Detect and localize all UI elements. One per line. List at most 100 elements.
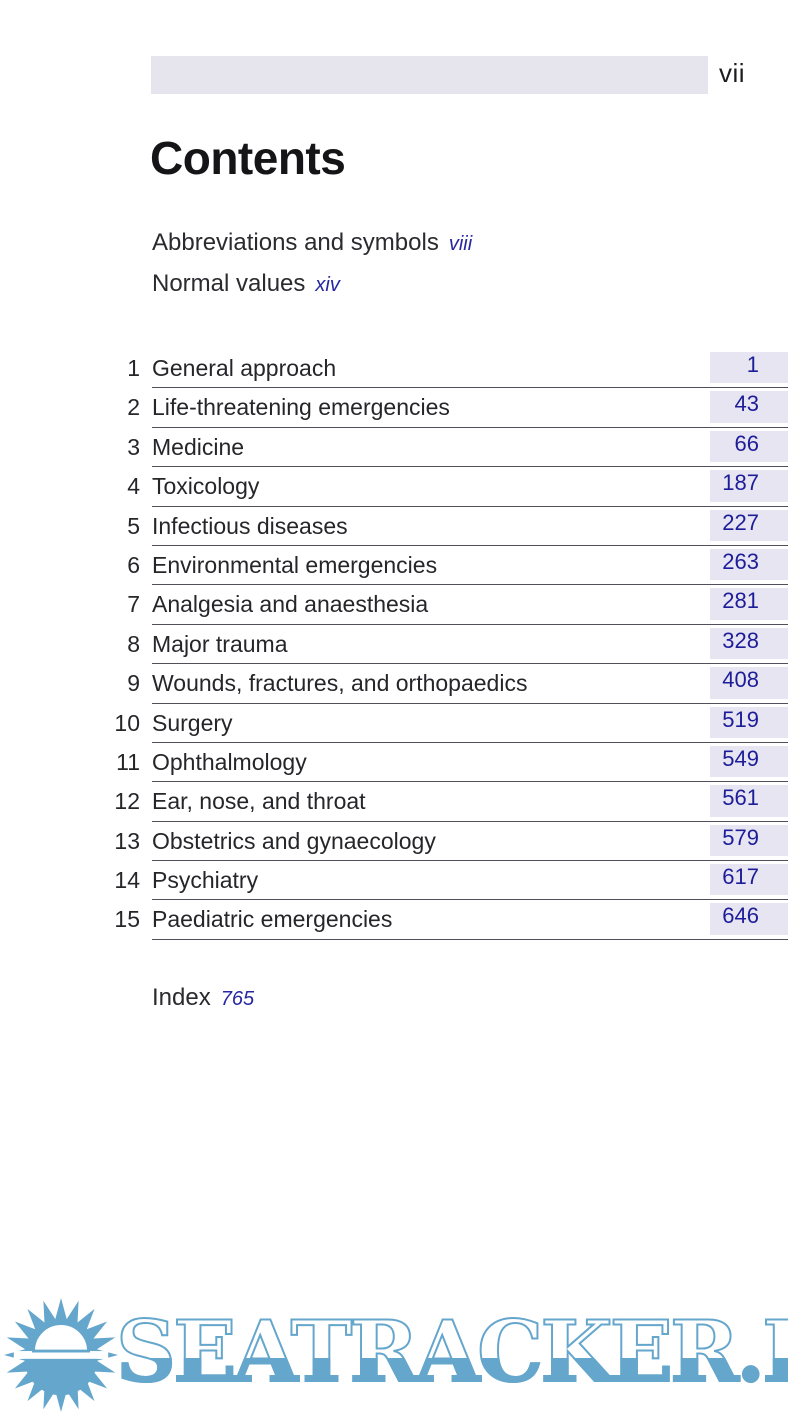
chapter-page-box [710,864,788,896]
toc-row: 2 Life-threatening emergencies 43 [112,388,788,428]
chapter-page-number: 617 [722,864,759,890]
row-divider [152,663,788,665]
front-matter-label: Normal values [152,270,306,297]
toc-row: 4 Toxicology 187 [112,467,788,507]
row-divider [152,899,788,901]
watermark-text: SEATRACKER.RU [115,1309,788,1395]
toc-row: 8 Major trauma 328 [112,625,788,665]
toc-row: 7 Analgesia and anaesthesia 281 [112,585,788,625]
folio-page-number: vii [719,58,746,88]
chapter-title: Paediatric emergencies [152,906,393,933]
row-divider [152,623,788,625]
chapter-title: Surgery [152,709,233,736]
chapter-title: Analgesia and anaesthesia [152,591,429,618]
chapter-number: 10 [114,709,140,736]
chapter-title: Obstetrics and gynaecology [152,827,436,854]
chapter-number: 5 [127,512,140,539]
toc-row: 6 Environmental emergencies 263 [112,546,788,586]
chapter-number: 7 [127,591,140,618]
chapter-title: Toxicology [152,473,260,500]
front-matter-list: Abbreviations and symbols viii Normal val… [152,229,472,311]
chapter-page-number: 549 [722,745,759,771]
chapter-page-box [710,824,788,857]
chapter-page-number: 43 [734,391,759,417]
toc-row: 5 Infectious diseases 227 [112,507,788,546]
chapter-number: 9 [127,670,140,697]
sun-logo-icon [3,1297,119,1413]
page-title: Contents [150,131,346,184]
front-matter-item: Normal values xiv [152,270,472,311]
row-divider [152,741,788,743]
toc-row: 10 Surgery 519 [112,704,788,743]
chapter-title: Environmental emergencies [152,551,438,578]
chapter-number: 2 [127,394,140,421]
chapter-number: 12 [114,788,140,815]
chapter-page-number: 227 [722,509,759,535]
chapter-page-number: 561 [722,785,759,811]
chapter-title: Infectious diseases [152,512,348,539]
front-matter-label: Abbreviations and symbols [152,229,439,256]
chapter-page-number: 408 [722,667,759,693]
chapter-number: 13 [114,827,140,854]
toc-row: 15 Paediatric emergencies 646 [112,900,788,940]
chapter-number: 14 [114,867,140,894]
chapter-page-number: 281 [722,588,759,614]
chapter-title: Ear, nose, and throat [152,788,366,815]
chapter-page-box [710,785,788,817]
chapter-page-box [710,588,788,620]
chapter-number: 8 [127,630,140,657]
row-divider [152,426,788,428]
chapter-title: Wounds, fractures, and orthopaedics [152,670,528,697]
toc-row: 14 Psychiatry 617 [112,861,788,901]
front-matter-page-ref: xiv [315,274,340,296]
running-head-bar [151,56,708,94]
chapter-page-number: 263 [722,548,759,574]
chapter-page-box [710,627,788,660]
chapter-number: 15 [114,906,140,933]
index-label: Index [152,984,211,1011]
chapter-page-box [710,391,788,423]
chapter-number: 3 [127,433,140,460]
chapter-page-box [710,745,788,778]
chapter-page-box [710,903,788,935]
chapter-page-number: 579 [722,824,759,850]
table-of-contents: 1 General approach 1 2 Life-threatening … [112,349,788,940]
row-divider [152,702,788,704]
toc-row: 1 General approach 1 [112,349,788,389]
chapter-title: Medicine [152,433,245,460]
chapter-number: 1 [127,355,140,381]
chapter-title: Life-threatening emergencies [152,394,450,421]
chapter-page-box [710,706,788,738]
chapter-title: General approach [152,355,337,381]
chapter-page-number: 646 [722,903,759,929]
row-divider [152,781,788,783]
toc-row: 11 Ophthalmology 549 [112,743,788,783]
chapter-page-box [710,667,788,699]
chapter-page-number: 519 [722,706,759,732]
chapter-page-box [710,548,788,581]
row-divider [152,466,788,468]
chapter-title: Psychiatry [152,867,259,894]
chapter-number: 6 [127,551,140,578]
row-divider [152,387,788,389]
row-divider [152,584,788,586]
watermark: SEATRACKER.RU [0,1292,788,1418]
chapter-page-number: 66 [734,430,759,456]
toc-row: 13 Obstetrics and gynaecology 579 [112,822,788,862]
chapter-page-number: 328 [722,627,759,653]
chapter-page-number: 187 [722,470,759,496]
row-divider [152,860,788,862]
chapter-number: 11 [116,748,140,775]
front-matter-page-ref: viii [448,233,473,255]
row-divider [152,544,788,546]
row-divider [152,820,788,822]
chapter-page-box [710,470,788,502]
toc-row: 9 Wounds, fractures, and orthopaedics 40… [112,664,788,704]
chapter-page-box [710,430,788,463]
chapter-page-number: 1 [746,352,759,377]
index-page-ref: 765 [220,988,255,1010]
chapter-number: 4 [127,473,140,500]
row-divider [152,505,788,507]
toc-row: 12 Ear, nose, and throat 561 [112,782,788,822]
chapter-title: Major trauma [152,630,288,657]
